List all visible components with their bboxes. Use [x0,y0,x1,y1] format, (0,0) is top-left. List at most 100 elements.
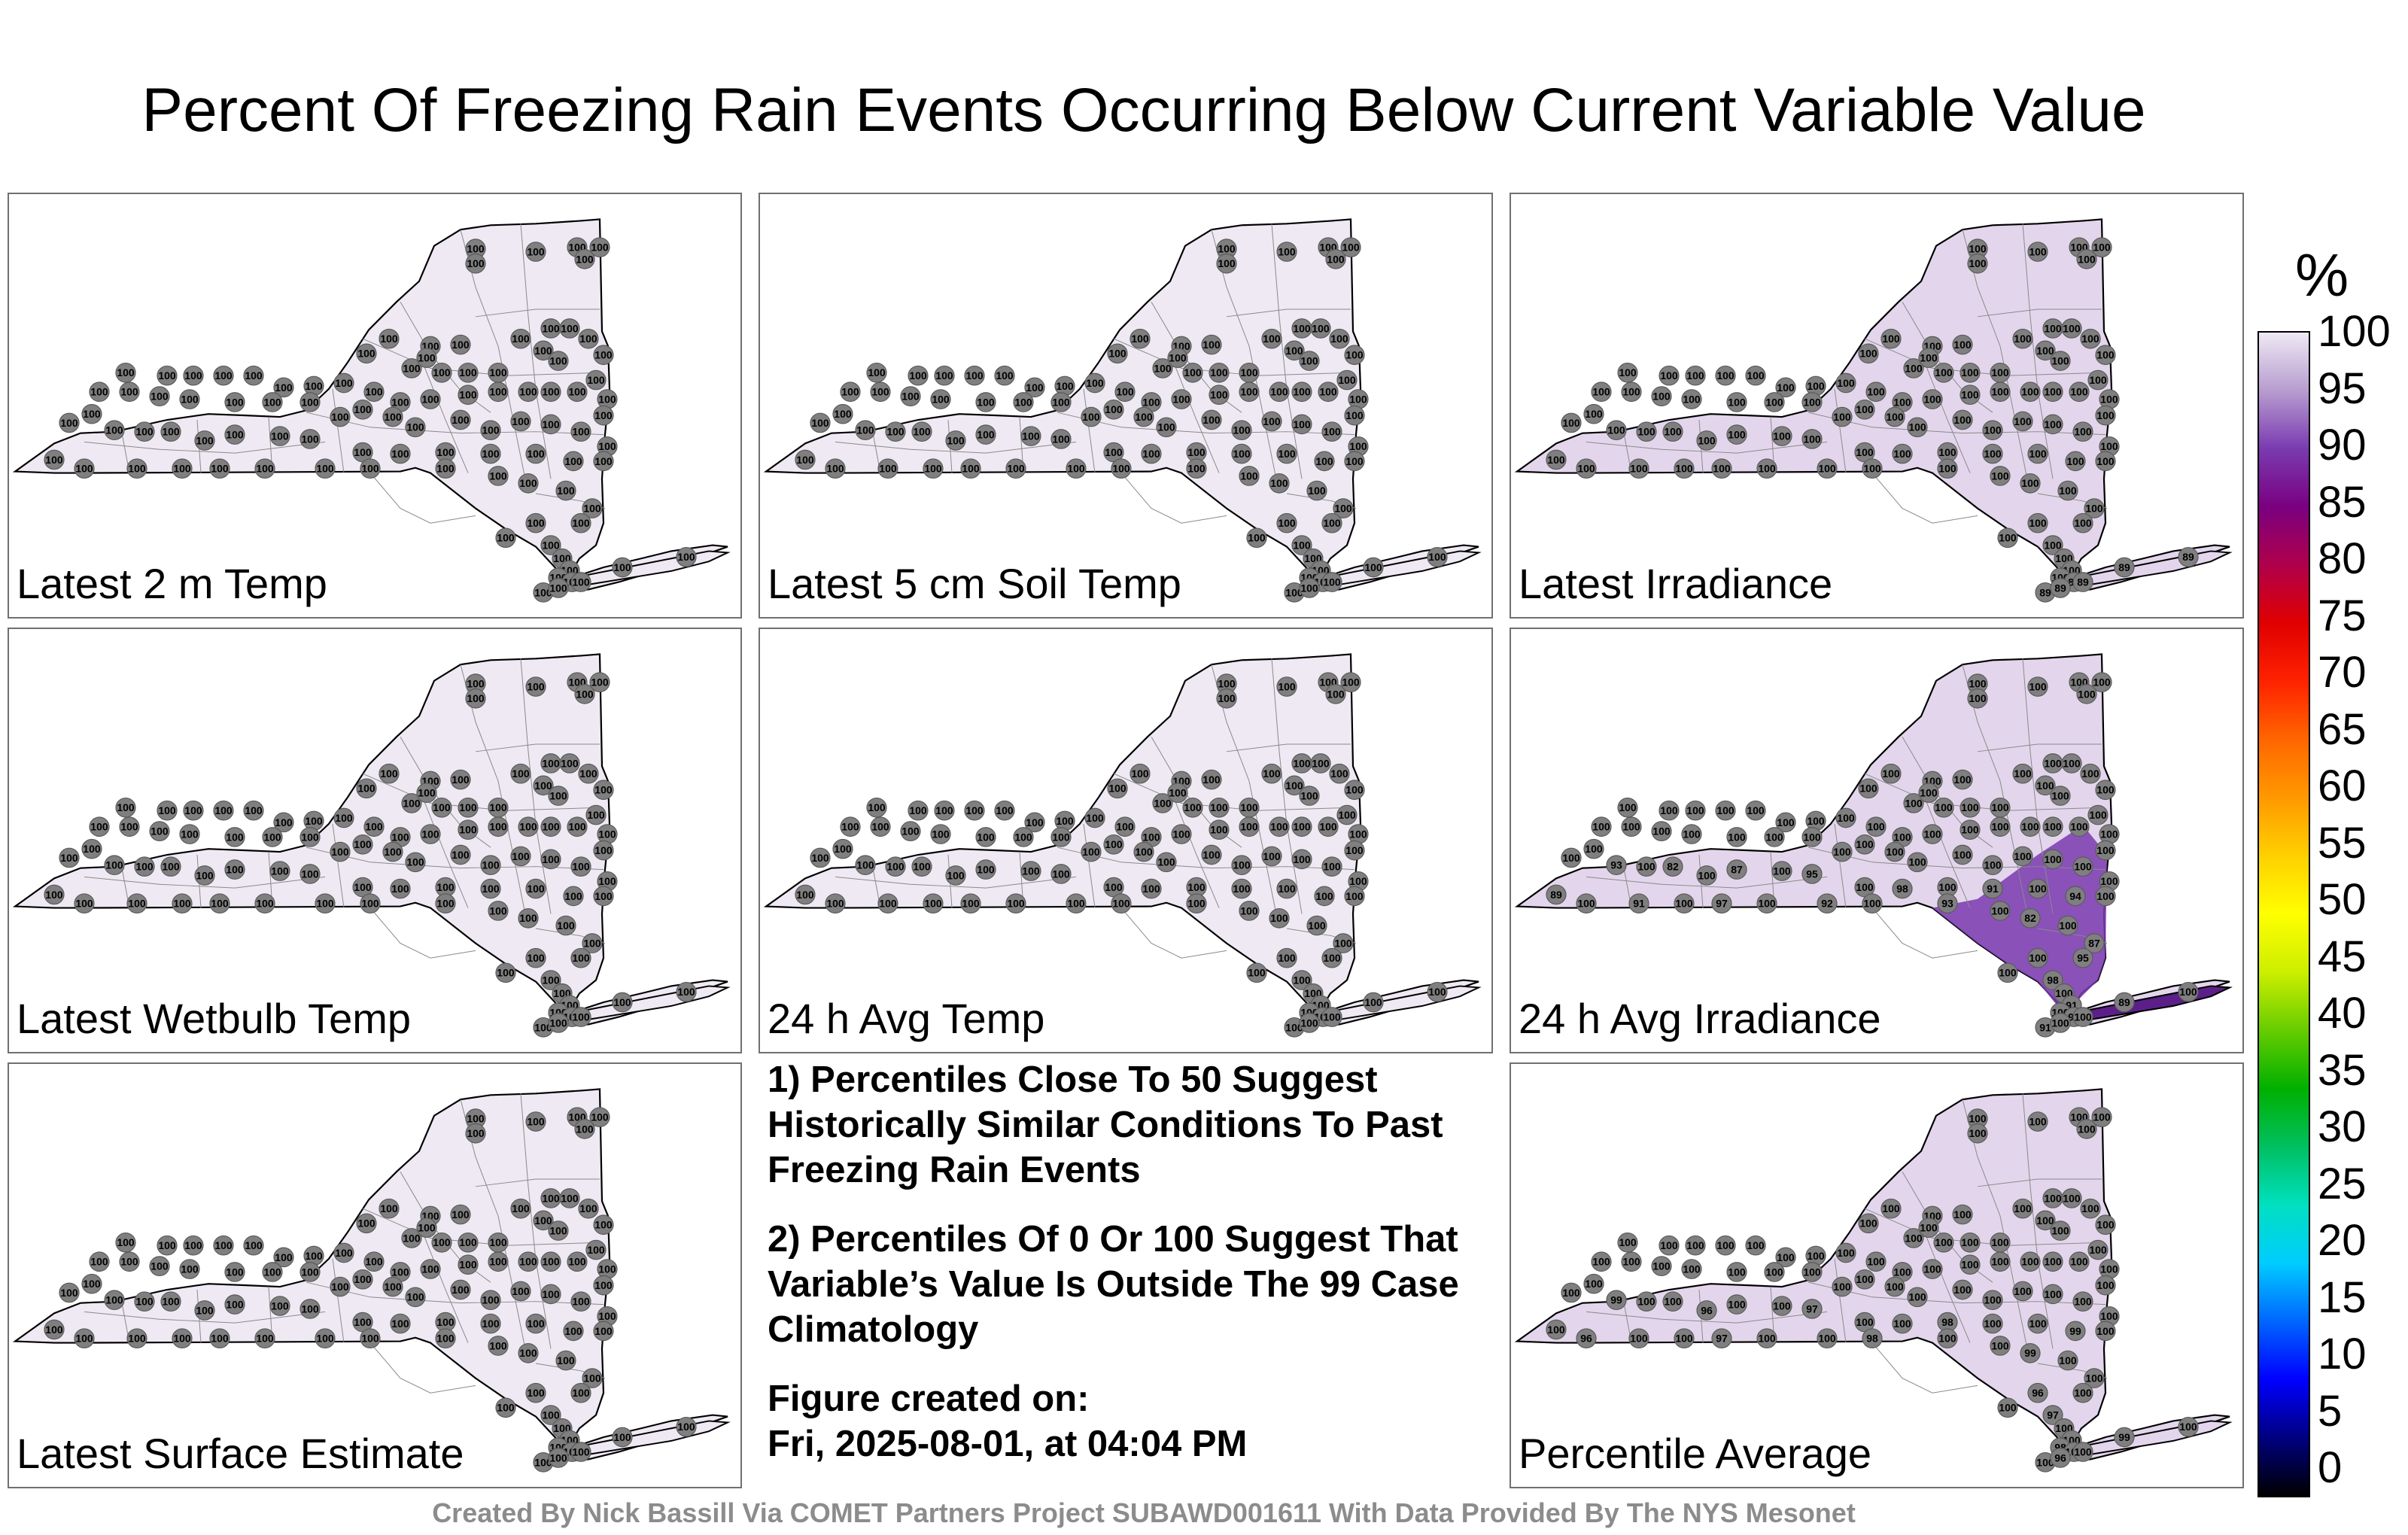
station-marker: 100 [1291,970,1312,990]
station-marker: 100 [533,1210,554,1231]
panel-latest-surface-estimate: 100 100 100 100 100 100 100 100 100 100 100 100 100 1… [8,1062,742,1488]
station-value: 100 [1345,844,1364,856]
station-value: 100 [2078,688,2096,700]
station-value: 100 [60,852,78,864]
station-value: 100 [497,532,515,544]
station-marker: 100 [1918,348,1939,369]
station-marker: 100 [1591,1251,1612,1272]
station-value: 100 [2029,952,2047,964]
station-value: 100 [1278,517,1296,529]
station-value: 100 [2100,875,2118,887]
station-value: 100 [512,1285,530,1297]
station-value: 100 [2044,1193,2062,1205]
station-value: 100 [1920,787,1938,799]
station-marker: 100 [2095,886,2116,907]
station-value: 100 [1803,397,1821,409]
station-value: 100 [1308,485,1326,497]
station-value: 100 [135,1296,154,1308]
station-marker: 100 [1681,389,1702,409]
station-value: 100 [1014,831,1032,843]
station-value: 100 [527,246,545,258]
station-marker: 100 [1239,381,1260,403]
station-marker: 100 [612,1427,633,1448]
station-marker: 100 [1990,466,2011,486]
station-value: 100 [2100,1263,2118,1275]
station-value: 100 [1308,919,1326,932]
station-value: 100 [335,812,353,824]
station-value: 100 [564,455,582,467]
station-marker: 100 [1024,812,1045,833]
station-value: 100 [301,1303,319,1315]
station-marker: 100 [273,377,294,398]
station-marker: 100 [900,386,921,406]
station-value: 100 [886,426,905,438]
station-value: 100 [391,1318,409,1330]
station-value: 100 [587,374,605,386]
station-value: 100 [117,366,135,378]
station-value: 100 [2063,758,2081,770]
station-marker: 100 [1340,672,1361,693]
station-value: 100 [2100,828,2118,840]
station-marker: 100 [1862,893,1883,914]
station-marker: 100 [2020,816,2041,837]
station-marker: 100 [2065,451,2086,472]
station-marker: 100 [1141,878,1162,899]
station-marker: 100 [1764,392,1785,412]
station-marker: 100 [360,1328,381,1349]
station-value: 100 [594,784,613,796]
station-marker: 100 [1561,412,1582,433]
station-marker: 100 [1261,411,1282,432]
station-value: 100 [527,681,545,693]
station-marker: 100 [2012,328,2033,349]
station-value: 100 [1803,1266,1821,1278]
station-marker: 100 [488,362,509,383]
station-value: 100 [2044,821,2062,833]
station-value: 100 [1293,853,1311,865]
station-value: 100 [1698,870,1716,882]
station-marker: 100 [2061,318,2082,339]
station-marker: 100 [363,816,385,837]
station-marker: 100 [1321,1007,1342,1027]
station-value: 100 [1278,883,1296,895]
station-marker: 100 [1960,362,1981,383]
station-marker: 100 [450,769,471,790]
station-value: 100 [1833,1281,1851,1293]
station-marker: 100 [1764,1262,1785,1282]
station-marker: 100 [1231,420,1252,441]
station-marker: 100 [59,847,80,868]
station-value: 100 [1758,898,1776,910]
county-border [1120,473,1227,524]
station-value: 100 [275,816,293,828]
colorbar-tick: 0 [2318,1443,2343,1492]
station-value: 100 [433,1236,451,1248]
station-value: 100 [403,1232,421,1244]
station-marker: 100 [1967,673,1988,694]
station-marker: 100 [1141,392,1162,412]
station-marker: 100 [1805,375,1826,397]
station-value: 100 [1637,1296,1655,1308]
station-marker: 100 [2042,318,2063,339]
station-marker: 100 [1606,420,1627,441]
station-marker: 100 [2027,676,2048,697]
station-value: 100 [1086,377,1104,389]
station-value: 100 [1187,463,1206,475]
station-value: 100 [1105,446,1123,458]
station-marker: 100 [1111,458,1132,479]
colorbar-tick: 70 [2318,648,2367,697]
station-marker: 100 [450,1204,471,1225]
station-marker: 100 [964,800,985,821]
station-value: 100 [489,801,507,813]
station-value: 100 [1547,1324,1565,1336]
station-marker: 100 [1081,406,1102,427]
station-value: 100 [1859,1217,1877,1230]
station-marker: 100 [795,884,816,905]
station-marker: 100 [134,856,155,877]
station-marker: 100 [1982,420,2003,441]
station-marker: 100 [401,793,422,813]
station-marker: 100 [1321,512,1342,533]
station-value: 100 [90,386,108,398]
station-value: 100 [60,1287,78,1299]
station-value: 100 [1082,846,1100,858]
station-value: 100 [1683,828,1701,840]
